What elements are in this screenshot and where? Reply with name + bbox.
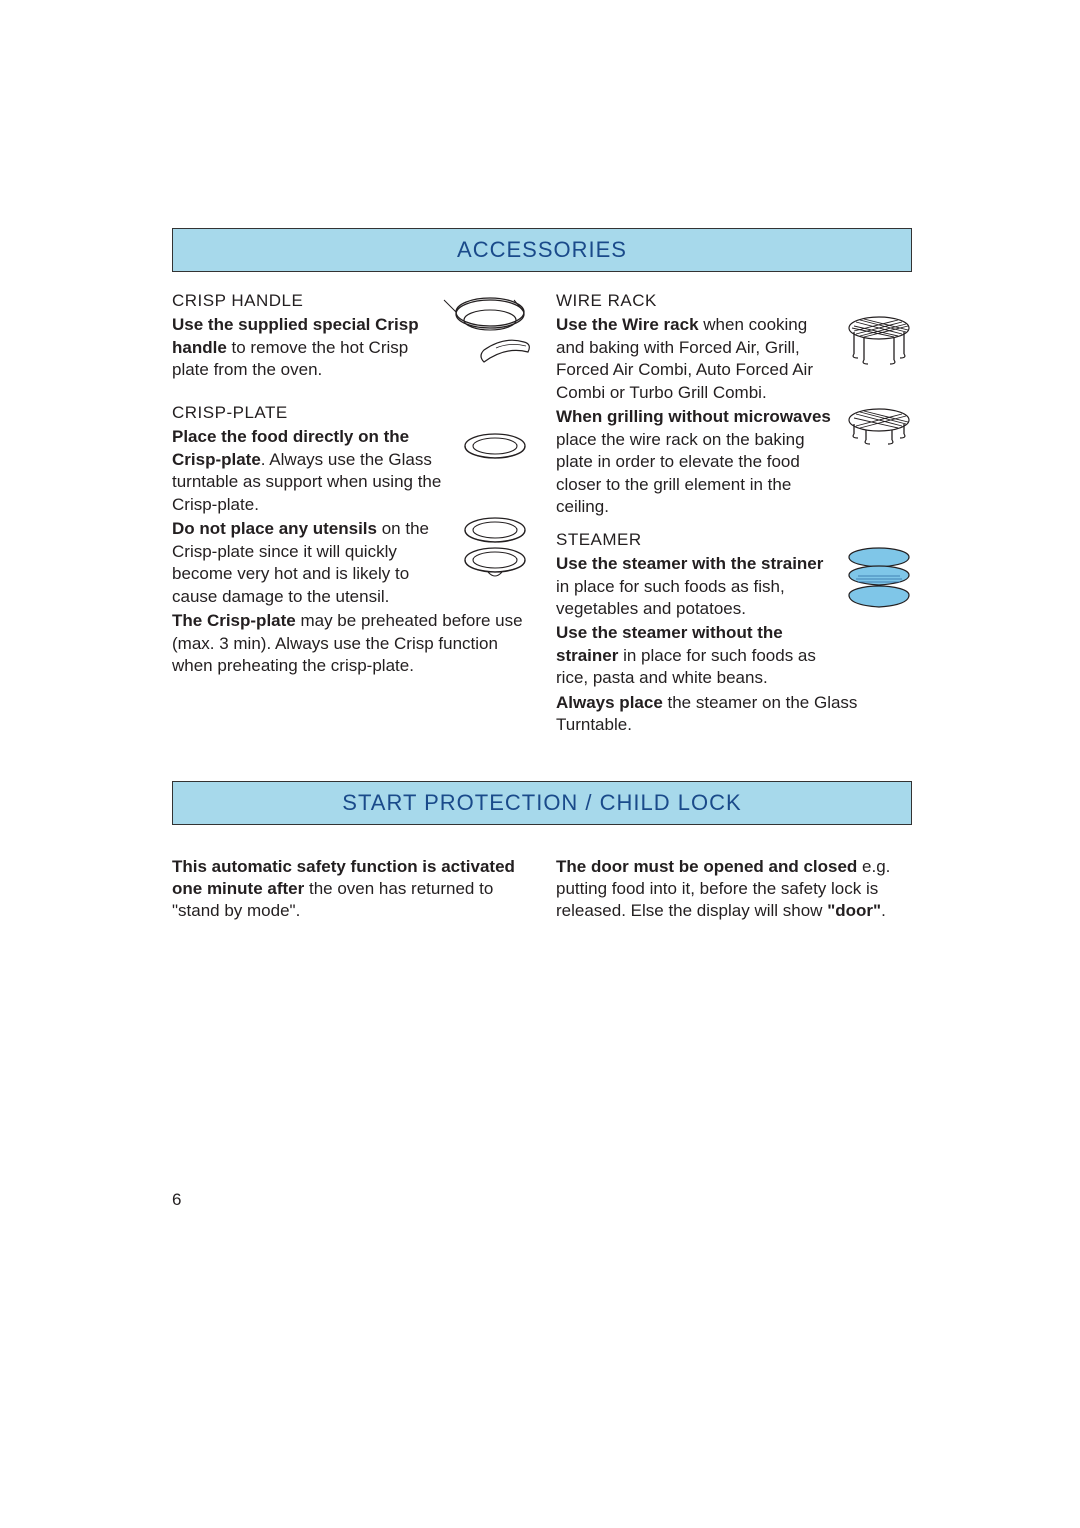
childlock-right-text: The door must be opened and closed e.g. …	[556, 856, 912, 923]
crisp-plate-heading: CRISP-PLATE	[172, 402, 528, 424]
crisp-handle-text: Use the supplied special Crisp handle to…	[172, 314, 438, 381]
childlock-left-col: This automatic safety function is activa…	[172, 839, 528, 940]
accessories-right-col: WIRE RACK Use the Wire rack when cooking…	[556, 286, 912, 747]
crisp-plate-text-3: The Crisp-plate may be preheated before …	[172, 610, 528, 677]
crisp-handle-heading: CRISP HANDLE	[172, 290, 438, 312]
crisp-plate-text-1: Place the food directly on the Crisp-pla…	[172, 426, 450, 516]
crisp-plate-bottom-icon	[460, 516, 530, 588]
section-heading-accessories: ACCESSORIES	[172, 228, 912, 272]
wire-rack-text-1: Use the Wire rack when cooking and bakin…	[556, 314, 834, 404]
childlock-right-col: The door must be opened and closed e.g. …	[556, 839, 912, 940]
wire-rack-heading: WIRE RACK	[556, 290, 912, 312]
page-number: 6	[172, 1190, 181, 1210]
wire-rack-block: WIRE RACK Use the Wire rack when cooking…	[556, 290, 912, 519]
section-heading-childlock: START PROTECTION / CHILD LOCK	[172, 781, 912, 825]
steamer-text-3: Always place the steamer on the Glass Tu…	[556, 692, 912, 737]
childlock-left-text: This automatic safety function is activa…	[172, 856, 528, 923]
accessories-columns: CRISP HANDLE Use the supplied special Cr…	[172, 286, 912, 747]
wire-rack-text-2: When grilling without microwaves place t…	[556, 406, 834, 518]
childlock-columns: This automatic safety function is activa…	[172, 839, 912, 940]
crisp-plate-top-icon	[460, 430, 530, 470]
steamer-text-2: Use the steamer without the strainer in …	[556, 622, 834, 689]
crisp-handle-icon	[434, 290, 530, 376]
wire-rack-high-icon	[844, 314, 914, 368]
steamer-block: STEAMER Use the steamer with the straine…	[556, 529, 912, 737]
steamer-text-1: Use the steamer with the strainer in pla…	[556, 553, 834, 620]
accessories-left-col: CRISP HANDLE Use the supplied special Cr…	[172, 286, 528, 747]
steamer-heading: STEAMER	[556, 529, 834, 551]
crisp-handle-block: CRISP HANDLE Use the supplied special Cr…	[172, 290, 528, 382]
crisp-plate-text-2: Do not place any utensils on the Crisp-p…	[172, 518, 450, 608]
wire-rack-low-icon	[844, 406, 914, 446]
steamer-icon	[844, 545, 914, 615]
crisp-plate-block: CRISP-PLATE Place the food directly on t…	[172, 402, 528, 678]
